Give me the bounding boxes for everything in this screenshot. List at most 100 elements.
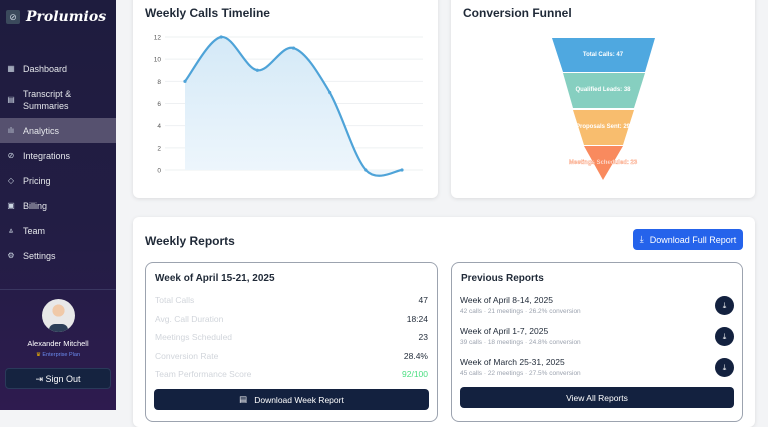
tag-icon: ◇: [7, 176, 15, 185]
funnel-stage-label: Proposals Sent: 29: [576, 124, 631, 130]
download-full-report-label: Download Full Report: [649, 234, 737, 245]
funnel-stage-label: Total Calls: 47: [583, 52, 624, 58]
crown-icon: ♛: [35, 352, 41, 358]
weekly-reports-card: Weekly Reports ⤓ Download Full Report Wee…: [133, 217, 755, 427]
download-full-report-button[interactable]: ⤓ Download Full Report: [633, 229, 743, 250]
view-all-reports-button[interactable]: View All Reports: [460, 387, 734, 408]
sidebar-item-dashboard[interactable]: ▦ Dashboard: [0, 56, 116, 81]
y-tick-label: 12: [154, 35, 162, 42]
metric-label: Total Calls: [155, 295, 195, 305]
gear-icon: ⚙: [7, 251, 15, 260]
logo[interactable]: ⊘ Prolumios: [6, 9, 106, 25]
timeline-card: Weekly Calls Timeline 0 2 4 6 8 10 12: [133, 0, 438, 198]
metric-row: Avg. Call Duration 18:24: [155, 314, 428, 324]
data-point[interactable]: [255, 68, 259, 72]
sidebar-item-billing[interactable]: ▣ Billing: [0, 193, 116, 218]
app-name: Prolumios: [26, 9, 107, 25]
document-icon: ▤: [7, 94, 15, 104]
download-icon[interactable]: ⤓: [715, 296, 734, 315]
funnel-stage[interactable]: [573, 110, 634, 145]
sidebar-item-transcripts[interactable]: ▤ Transcript & Summaries: [0, 81, 116, 118]
funnel-stage[interactable]: [563, 73, 645, 108]
metric-row: Conversion Rate 28.4%: [155, 351, 428, 361]
series-area: [185, 36, 402, 176]
current-week-report: Week of April 15-21, 2025 Total Calls 47 …: [145, 262, 438, 422]
y-tick-label: 10: [154, 57, 162, 64]
metric-label: Conversion Rate: [155, 351, 219, 361]
report-title: Week of April 8-14, 2025: [460, 295, 553, 305]
report-summary: 42 calls · 21 meetings · 26.2% conversio…: [460, 308, 581, 315]
sidebar-item-team[interactable]: ⩓ Team: [0, 218, 116, 243]
sidebar-item-label: Analytics: [23, 125, 60, 136]
sidebar-item-integrations[interactable]: ⊘ Integrations: [0, 143, 116, 168]
sidebar-item-pricing[interactable]: ◇ Pricing: [0, 168, 116, 193]
sidebar-item-label: Transcript & Summaries: [23, 88, 72, 111]
data-point[interactable]: [291, 46, 296, 50]
sidebar-item-settings[interactable]: ⚙ Settings: [0, 243, 116, 268]
metric-label: Avg. Call Duration: [155, 314, 224, 324]
grid-icon: ▦: [7, 64, 15, 73]
data-point[interactable]: [400, 168, 404, 172]
report-summary: 45 calls · 22 meetings · 27.5% conversio…: [460, 370, 581, 377]
sidebar-nav: ▦ Dashboard ▤ Transcript & Summaries ılı An…: [0, 56, 116, 268]
user-panel: Alexander Mitchell ♛ Enterprise Plan ⇥ S…: [0, 289, 116, 389]
data-point[interactable]: [328, 90, 332, 95]
sign-out-label: Sign Out: [45, 374, 81, 384]
download-icon[interactable]: ⤓: [715, 358, 734, 377]
funnel-chart: Total Calls: 47 Qualified Leads: 38 Propos…: [552, 38, 655, 180]
metric-value: 23: [418, 332, 428, 342]
download-week-report-button[interactable]: ▤ Download Week Report: [154, 389, 429, 410]
metric-value: 47: [418, 295, 428, 305]
metric-value: 92/100: [402, 369, 428, 379]
metric-value: 18:24: [406, 314, 428, 324]
weekly-reports-title: Weekly Reports: [145, 234, 235, 248]
view-all-reports-label: View All Reports: [566, 392, 628, 403]
sidebar: ⊘ Prolumios ▦ Dashboard ▤ Transcript & Sum…: [0, 0, 116, 410]
sign-out-icon: ⇥: [35, 374, 43, 384]
document-icon: ▤: [239, 394, 248, 404]
y-tick-label: 4: [157, 123, 161, 130]
sidebar-item-label: Integrations: [23, 150, 71, 161]
report-title: Week of April 1-7, 2025: [460, 326, 549, 336]
report-title: Week of March 25-31, 2025: [460, 357, 565, 367]
list-item: Week of April 1-7, 2025 39 calls · 18 mee…: [460, 326, 734, 346]
metric-row: Meetings Scheduled 23: [155, 332, 428, 342]
funnel-stage[interactable]: [552, 38, 655, 72]
funnel-stage-label: Qualified Leads: 38: [575, 87, 631, 93]
download-icon[interactable]: ⤓: [715, 327, 734, 346]
plan-badge: ♛ Enterprise Plan: [0, 352, 116, 358]
y-tick-label: 0: [157, 168, 161, 175]
users-icon: ⩓: [8, 225, 14, 235]
download-week-report-label: Download Week Report: [254, 394, 344, 405]
avatar[interactable]: [41, 299, 75, 332]
sidebar-item-analytics[interactable]: ılı Analytics: [0, 118, 116, 143]
data-point[interactable]: [183, 79, 187, 83]
timeline-title: Weekly Calls Timeline: [145, 6, 270, 20]
plan-label: Enterprise Plan: [42, 352, 81, 358]
list-item: Week of April 8-14, 2025 42 calls · 21 me…: [460, 295, 734, 315]
sidebar-item-label: Pricing: [23, 175, 51, 186]
sign-out-button[interactable]: ⇥ Sign Out: [5, 368, 111, 389]
metric-value: 28.4%: [403, 351, 428, 361]
sidebar-item-label: Billing: [23, 200, 48, 211]
logo-icon: ⊘: [6, 10, 20, 24]
sidebar-item-label: Dashboard: [23, 63, 68, 74]
sidebar-item-label: Team: [23, 225, 46, 236]
download-icon: ⤓: [639, 234, 644, 244]
previous-reports: Previous Reports Week of April 8-14, 202…: [451, 262, 743, 422]
receipt-icon: ▣: [7, 201, 15, 210]
y-tick-label: 8: [157, 79, 161, 86]
report-summary: 39 calls · 18 meetings · 24.8% conversio…: [460, 339, 581, 346]
funnel-stage[interactable]: [584, 146, 623, 180]
funnel-stage-label: Meetings Scheduled: 23: [569, 160, 638, 166]
list-item: Week of March 25-31, 2025 45 calls · 22 m…: [460, 357, 734, 377]
metric-row: Team Performance Score 92/100: [155, 369, 428, 379]
data-point[interactable]: [364, 168, 368, 172]
data-point[interactable]: [219, 35, 223, 39]
metric-label: Team Performance Score: [155, 369, 252, 379]
metric-row: Total Calls 47: [155, 295, 428, 305]
bar-chart-icon: ılı: [7, 126, 15, 135]
funnel-card: Conversion Funnel Total Calls: 47 Qualifi…: [451, 0, 755, 198]
timeline-chart: 0 2 4 6 8 10 12: [154, 35, 423, 177]
sidebar-item-label: Settings: [23, 250, 56, 261]
